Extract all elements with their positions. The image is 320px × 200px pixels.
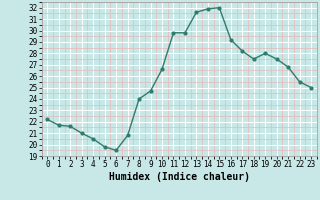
X-axis label: Humidex (Indice chaleur): Humidex (Indice chaleur) bbox=[109, 172, 250, 182]
